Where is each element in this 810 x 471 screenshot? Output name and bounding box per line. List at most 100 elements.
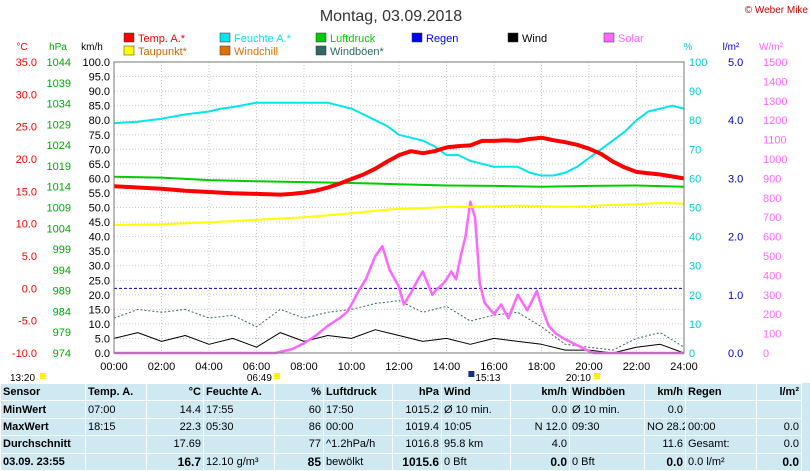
legend-label: Luftdruck [330, 33, 376, 45]
x-tick-label: 06:00 [243, 361, 271, 373]
wind-tick-label: 35.0 [89, 246, 110, 258]
axis-tick-labels: 35.0 30.0 25.0 20.0 15.0 10.0 5.0 0.0 -5.0 -10.0 1… [12, 57, 788, 373]
stats-row-label: Durchschnitt [1, 436, 85, 453]
stats-header: Regen [686, 384, 756, 401]
legend-label: Wind [522, 33, 547, 45]
wind-tick-label: 25.0 [89, 275, 110, 287]
wind-tick-label: 70.0 [89, 144, 110, 156]
rain-tick-label: 5.0 [728, 57, 743, 69]
x-tick-label: 10:00 [338, 361, 366, 373]
solar-tick-label: 1500 [763, 57, 787, 69]
stats-cell: N 12.0 [511, 418, 569, 436]
temp-tick-label: 25.0 [16, 122, 37, 134]
humidity-tick-label: 50 [689, 203, 701, 215]
pressure-tick-label: 984 [53, 306, 71, 318]
stats-cell: 07:00 [86, 401, 146, 418]
sunset-icon [593, 373, 600, 379]
sun-times: 13:20 06:49 15:13 20:10 [10, 371, 600, 383]
x-tick-label: 24:00 [670, 361, 698, 373]
legend-label: Taupunkt* [138, 46, 188, 58]
pressure-tick-label: 1024 [47, 140, 71, 152]
series-line-temp-a [113, 135, 685, 197]
plot-frame [113, 61, 685, 354]
stats-cell: 14.4 [147, 401, 203, 418]
solar-axis-unit: W/m² [759, 42, 784, 53]
rain-axis-unit: l/m² [723, 42, 740, 53]
stats-cell: 17:50 [324, 401, 392, 418]
wind-tick-label: 15.0 [89, 304, 110, 316]
humidity-tick-label: 100 [689, 57, 707, 69]
stats-cell: 09:30 [570, 418, 644, 436]
temp-tick-label: -10.0 [12, 348, 37, 360]
stats-header: Feuchte A. [204, 384, 274, 401]
stats-cell: 10:05 [442, 418, 510, 436]
wind-tick-label: 55.0 [89, 188, 110, 200]
stats-header-row: Sensor Temp. A. °C Feuchte A. % Luftdruc… [1, 384, 801, 401]
legend-swatch [123, 45, 135, 56]
pressure-tick-label: 1004 [47, 223, 71, 235]
stats-header: Luftdruck [324, 384, 392, 401]
x-tick-label: 08:00 [290, 361, 318, 373]
stats-cell [686, 401, 756, 418]
legend-label: Regen [426, 33, 458, 45]
chart-series [113, 101, 685, 355]
stats-cell: 1016.8 [393, 436, 441, 453]
wind-tick-label: 20.0 [89, 290, 110, 302]
pressure-tick-label: 979 [53, 327, 71, 339]
stats-cell: Ø 10 min. [570, 401, 644, 418]
humidity-tick-label: 60 [689, 173, 701, 185]
x-tick-label: 12:00 [385, 361, 413, 373]
solar-noon-label: 15:13 [475, 373, 500, 383]
humidity-tick-label: 80 [689, 115, 701, 127]
stats-panel: Sensor Temp. A. °C Feuchte A. % Luftdruc… [0, 383, 810, 471]
pressure-axis-unit: hPa [49, 42, 67, 53]
stats-cell: 4.0 [511, 436, 569, 453]
humidity-tick-label: 0 [689, 348, 695, 360]
solar-tick-label: 200 [763, 309, 781, 321]
pressure-tick-label: 989 [53, 286, 71, 298]
stats-cell: 12.10 g/m³ [204, 453, 274, 470]
legend-swatch [219, 32, 231, 43]
stats-header: Sensor [1, 384, 85, 401]
legend-swatch [411, 32, 423, 43]
temp-tick-label: 0.0 [22, 283, 37, 295]
sunrise-icon [273, 373, 280, 379]
temp-tick-label: 10.0 [16, 219, 37, 231]
rain-tick-label: 0.0 [728, 348, 743, 360]
stats-cell: Ø 10 min. [442, 401, 510, 418]
wind-tick-label: 40.0 [89, 232, 110, 244]
stats-cell [204, 436, 274, 453]
legend-label: Windchill [234, 46, 278, 58]
stats-cell: 22.3 [147, 418, 203, 436]
stats-row-label: 03.09. 23:55 [1, 453, 85, 470]
wind-tick-label: 100.0 [82, 57, 110, 69]
x-tick-label: 02:00 [148, 361, 176, 373]
wind-tick-label: 85.0 [89, 101, 110, 113]
stats-header: hPa [393, 384, 441, 401]
legend-label: Windböen* [330, 46, 385, 58]
stats-cell: 77 [275, 436, 323, 453]
stats-cell: 1015.6 [393, 453, 441, 470]
stats-cell: 1019.4 [393, 418, 441, 436]
solar-tick-label: 0 [763, 348, 769, 360]
wind-tick-label: 0.0 [95, 348, 110, 360]
x-tick-label: 20:00 [575, 361, 603, 373]
solar-tick-label: 1400 [763, 76, 787, 88]
stats-row-min: MinWert 07:00 14.4 17:55 60 17:50 1015.2… [1, 401, 801, 418]
solar-tick-label: 800 [763, 193, 781, 205]
stats-cell: 0.0 [645, 453, 685, 470]
solar-tick-label: 100 [763, 329, 781, 341]
chart-title: Montag, 03.09.2018 [320, 8, 462, 25]
solar-tick-label: 300 [763, 290, 781, 302]
sunrise-label: 06:49 [247, 373, 272, 383]
solar-tick-label: 1300 [763, 96, 787, 108]
stats-header: % [275, 384, 323, 401]
x-tick-label: 14:00 [433, 361, 461, 373]
wind-tick-label: 65.0 [89, 159, 110, 171]
humidity-tick-label: 70 [689, 144, 701, 156]
stats-cell [757, 401, 801, 418]
humidity-tick-label: 90 [689, 86, 701, 98]
solar-tick-label: 1100 [763, 135, 787, 147]
pressure-tick-label: 994 [53, 265, 71, 277]
sun-icon [40, 373, 46, 379]
